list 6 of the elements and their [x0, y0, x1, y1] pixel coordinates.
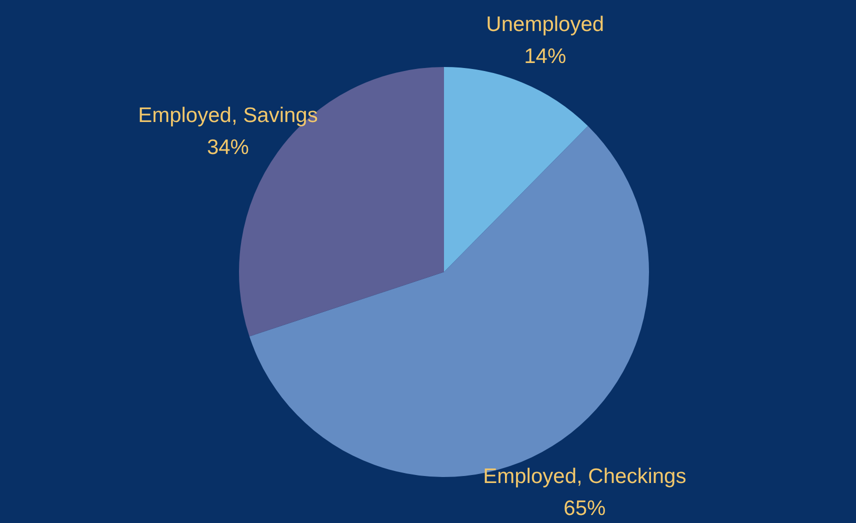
- slice-label: Unemployed: [486, 13, 604, 36]
- data-label: 14%: [524, 45, 566, 68]
- slice-label: Employed, Checkings: [483, 464, 686, 488]
- data-label: 34%: [206, 136, 249, 159]
- data-label: 65%: [564, 496, 606, 520]
- slice-label: Employed, Savings: [138, 104, 318, 127]
